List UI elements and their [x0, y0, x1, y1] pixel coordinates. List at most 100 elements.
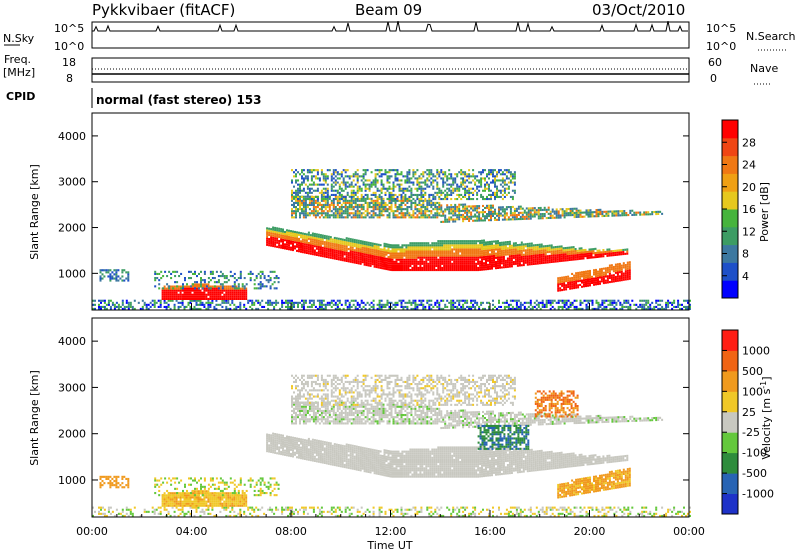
power-cell — [308, 198, 311, 201]
power-cell — [400, 189, 403, 192]
power-cell — [217, 281, 220, 284]
power-cell — [327, 246, 330, 249]
power-cell — [302, 179, 305, 182]
power-cell — [430, 181, 433, 184]
power-cell — [605, 210, 608, 213]
power-cell — [422, 189, 425, 192]
power-cell — [182, 285, 184, 288]
power-cell — [393, 244, 396, 247]
power-cell — [373, 261, 376, 264]
power-cell — [475, 256, 478, 259]
power-cell — [346, 212, 349, 215]
power-cell — [335, 241, 338, 244]
power-cell — [149, 301, 152, 304]
power-cell — [309, 238, 312, 241]
power-cell — [276, 231, 279, 234]
power-cell — [598, 253, 601, 256]
power-cell — [503, 216, 506, 219]
power-cell — [352, 214, 355, 217]
power-cell — [211, 270, 214, 273]
power-cell — [432, 193, 435, 196]
power-cell — [578, 255, 581, 258]
power-cell — [231, 289, 234, 292]
power-cell — [540, 255, 543, 258]
power-cell — [160, 277, 163, 280]
power-cell — [473, 266, 476, 269]
power-cell — [340, 173, 343, 176]
power-cell — [253, 283, 256, 286]
power-cell — [299, 208, 301, 211]
power-cell — [552, 250, 555, 253]
power-cell — [279, 307, 282, 310]
power-cell — [298, 248, 300, 251]
power-cell — [313, 245, 316, 248]
power-cell — [457, 262, 460, 265]
power-cell — [161, 293, 164, 296]
power-cell — [293, 210, 295, 213]
power-cell — [383, 247, 386, 250]
power-cell — [471, 242, 474, 245]
power-cell — [476, 215, 479, 218]
power-cell — [468, 177, 471, 180]
power-cell — [557, 299, 560, 302]
power-cell — [243, 285, 246, 288]
power-cell — [221, 299, 224, 302]
power-cell — [466, 191, 469, 194]
power-cell — [515, 299, 518, 302]
power-cell — [341, 248, 344, 251]
power-cell — [534, 246, 537, 249]
freq-label-line1: Freq. — [4, 53, 31, 66]
power-cell — [543, 206, 546, 209]
power-cell — [111, 275, 114, 278]
power-cell — [345, 251, 348, 254]
power-cell — [390, 301, 393, 304]
power-cell — [303, 245, 306, 248]
power-cell — [502, 260, 505, 263]
power-cell — [420, 301, 423, 304]
power-cell — [396, 301, 399, 304]
power-cell — [567, 307, 570, 310]
power-cell — [479, 250, 482, 253]
power-cell — [446, 198, 449, 201]
power-cell — [388, 195, 391, 198]
power-cell — [471, 266, 474, 269]
power-cell — [344, 206, 347, 209]
power-cell — [280, 246, 283, 249]
power-cell — [386, 171, 389, 174]
power-cell — [416, 187, 419, 190]
power-cell — [209, 289, 212, 292]
power-cell — [336, 177, 339, 180]
power-cell — [407, 260, 410, 263]
power-cell — [599, 213, 602, 216]
power-cell — [456, 175, 459, 178]
power-cell — [363, 261, 366, 264]
power-cell — [473, 246, 476, 249]
power-cell — [592, 252, 595, 255]
power-cell — [420, 212, 423, 215]
power-cell — [352, 175, 355, 178]
power-cell — [466, 175, 469, 178]
power-cell — [522, 243, 525, 246]
power-cell — [360, 175, 363, 178]
power-cell — [476, 193, 479, 196]
power-cell — [239, 297, 242, 300]
power-cell — [432, 305, 435, 308]
power-cell — [411, 246, 414, 249]
power-cell — [266, 235, 269, 238]
power-cell — [177, 287, 180, 290]
power-cell — [497, 244, 499, 247]
power-cell — [549, 210, 552, 213]
power-cell — [511, 216, 514, 219]
power-cell — [313, 251, 316, 254]
power-cell — [369, 244, 372, 247]
power-cell — [169, 293, 172, 296]
power-cell — [418, 303, 421, 306]
power-cell — [570, 248, 573, 251]
power-cell — [344, 203, 347, 206]
power-cell — [225, 291, 228, 294]
power-cell — [286, 229, 288, 232]
power-cell — [380, 199, 383, 202]
power-cell — [266, 233, 269, 236]
power-cell — [335, 251, 338, 254]
power-cell — [223, 287, 226, 290]
